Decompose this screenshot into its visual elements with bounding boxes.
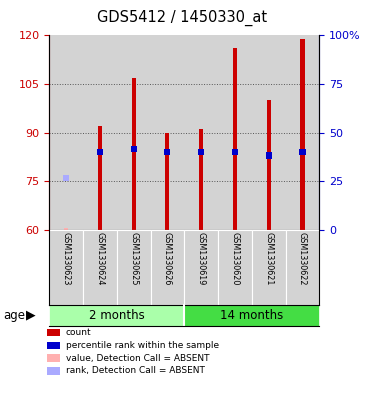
Bar [132, 77, 136, 230]
Bar [97, 149, 103, 155]
Text: ▶: ▶ [26, 309, 36, 322]
Bar [232, 149, 238, 155]
Bar [233, 48, 237, 230]
Bar [98, 126, 102, 230]
Text: rank, Detection Call = ABSENT: rank, Detection Call = ABSENT [66, 367, 204, 375]
Bar [49, 35, 83, 230]
Bar [117, 230, 150, 305]
Bar [286, 230, 319, 305]
Text: 14 months: 14 months [220, 309, 284, 322]
Bar [267, 100, 271, 230]
Bar [83, 35, 117, 230]
Bar [252, 230, 286, 305]
Bar [218, 35, 252, 230]
Bar [49, 230, 83, 305]
Text: GSM1330621: GSM1330621 [264, 232, 273, 286]
Text: GSM1330623: GSM1330623 [62, 232, 71, 286]
Bar [184, 35, 218, 230]
Bar [150, 230, 184, 305]
Text: value, Detection Call = ABSENT: value, Detection Call = ABSENT [66, 354, 209, 362]
Bar [300, 39, 304, 230]
Text: GSM1330620: GSM1330620 [230, 232, 239, 286]
Bar [117, 35, 150, 230]
Bar [286, 35, 319, 230]
Bar [218, 230, 252, 305]
Bar [252, 35, 286, 230]
Bar [266, 152, 272, 158]
Text: GSM1330622: GSM1330622 [298, 232, 307, 286]
Text: percentile rank within the sample: percentile rank within the sample [66, 341, 219, 349]
Text: GSM1330626: GSM1330626 [163, 232, 172, 286]
Bar [184, 230, 218, 305]
Bar [198, 149, 204, 155]
Bar [64, 228, 68, 230]
Bar [199, 129, 203, 230]
Bar [49, 305, 184, 326]
Text: count: count [66, 328, 91, 336]
Bar [150, 35, 184, 230]
Bar [63, 175, 69, 181]
Text: age: age [4, 309, 26, 322]
Text: GSM1330624: GSM1330624 [95, 232, 104, 286]
Bar [131, 145, 137, 152]
Text: GDS5412 / 1450330_at: GDS5412 / 1450330_at [97, 9, 268, 26]
Bar [299, 149, 306, 155]
Text: GSM1330619: GSM1330619 [197, 232, 206, 286]
Text: 2 months: 2 months [89, 309, 145, 322]
Text: GSM1330625: GSM1330625 [129, 232, 138, 286]
Bar [164, 149, 170, 155]
Bar [165, 132, 169, 230]
Bar [83, 230, 117, 305]
Bar [184, 305, 319, 326]
